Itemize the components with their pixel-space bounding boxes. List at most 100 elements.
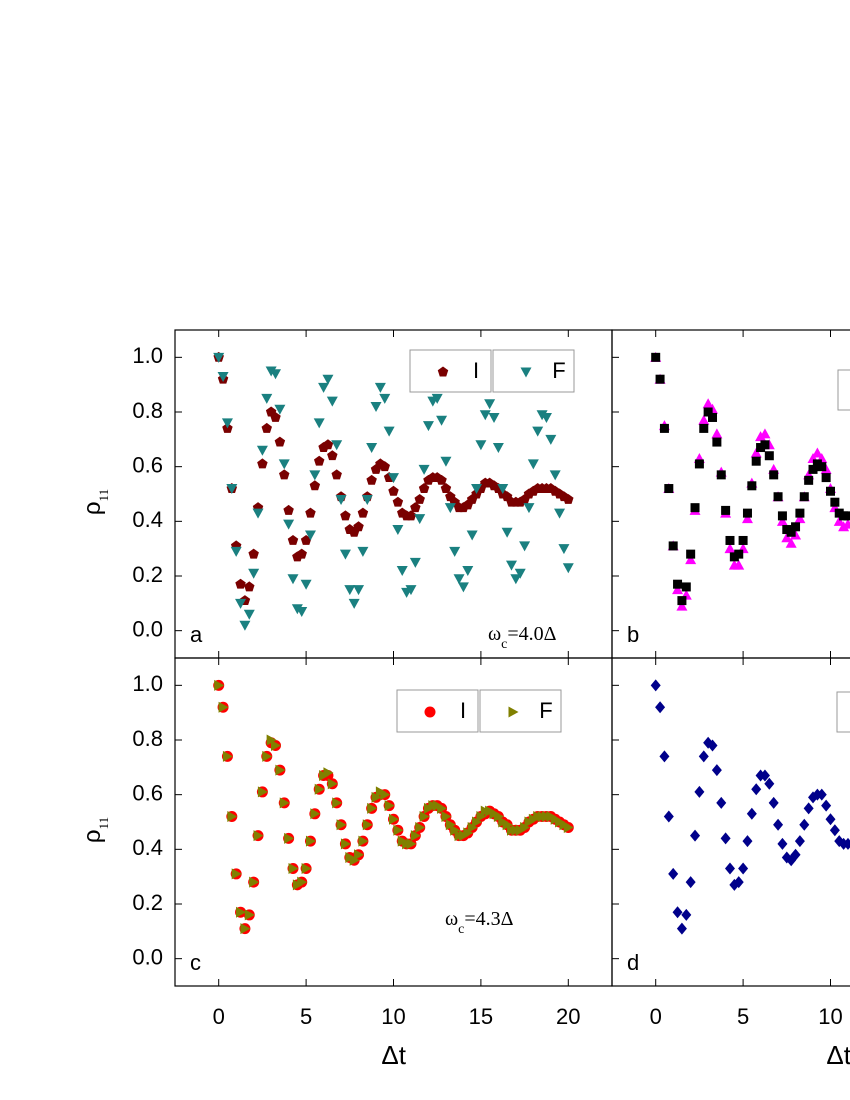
axes-frame — [611, 657, 850, 987]
annotation-subscript: c — [458, 922, 464, 937]
marker — [287, 534, 299, 545]
marker — [725, 535, 735, 545]
marker — [712, 437, 722, 447]
marker — [777, 837, 788, 850]
x-tick-label: 5 — [737, 1004, 749, 1029]
marker — [655, 701, 666, 714]
marker — [668, 541, 678, 551]
marker — [449, 546, 461, 557]
x-tick-label: 0 — [213, 1004, 225, 1029]
marker — [313, 455, 325, 466]
y-label-main: ρ — [79, 829, 106, 843]
plot-area — [650, 679, 850, 935]
marker — [694, 785, 705, 798]
marker — [532, 426, 544, 437]
marker — [362, 819, 373, 831]
marker — [249, 876, 260, 888]
marker — [283, 504, 294, 515]
marker — [563, 821, 574, 833]
panel-label: a — [190, 622, 203, 647]
marker — [659, 750, 670, 763]
marker — [466, 530, 478, 541]
marker — [367, 802, 378, 814]
legend-label: I — [460, 698, 466, 723]
marker — [527, 459, 539, 470]
annotation-text: =4.0Δ — [507, 623, 556, 645]
marker — [562, 563, 574, 574]
marker — [479, 410, 491, 421]
marker — [275, 764, 286, 776]
x-tick-label: 10 — [381, 1004, 405, 1029]
panel-label: d — [627, 950, 639, 975]
marker — [825, 813, 836, 826]
x-tick-label: 15 — [469, 1004, 493, 1029]
marker — [663, 810, 674, 823]
y-tick-label: 0.0 — [132, 616, 163, 641]
y-tick-label: 1.0 — [132, 343, 163, 368]
plot-area — [213, 679, 574, 935]
marker — [724, 543, 736, 554]
marker — [392, 525, 404, 536]
marker — [708, 412, 718, 422]
marker — [291, 604, 303, 615]
marker — [380, 789, 391, 801]
marker — [799, 818, 810, 831]
marker — [418, 483, 430, 493]
marker — [262, 750, 273, 762]
marker — [257, 458, 268, 469]
marker — [301, 862, 312, 874]
marker — [327, 450, 338, 461]
marker — [253, 830, 264, 842]
marker — [437, 802, 448, 814]
marker — [777, 511, 787, 521]
marker — [545, 434, 557, 445]
marker — [266, 734, 277, 746]
marker — [340, 510, 351, 521]
marker — [410, 830, 421, 842]
marker — [424, 706, 436, 718]
marker — [842, 518, 850, 529]
marker — [309, 470, 321, 481]
marker — [463, 827, 474, 839]
marker — [672, 906, 683, 919]
marker — [699, 423, 709, 433]
marker — [226, 484, 238, 495]
marker — [768, 796, 779, 809]
marker — [415, 821, 426, 833]
marker — [501, 527, 513, 538]
marker — [686, 549, 696, 559]
x-tick-label: 5 — [300, 1004, 312, 1029]
marker — [305, 835, 316, 847]
marker — [786, 527, 796, 537]
marker — [313, 418, 325, 429]
marker — [659, 423, 669, 433]
marker — [244, 909, 255, 921]
marker — [392, 496, 404, 507]
marker — [252, 508, 264, 519]
marker — [419, 811, 430, 823]
marker — [462, 566, 474, 577]
marker — [492, 443, 504, 454]
marker — [271, 739, 282, 751]
marker — [279, 469, 290, 480]
marker — [829, 824, 840, 837]
marker — [393, 824, 404, 836]
marker — [221, 418, 233, 429]
marker — [694, 459, 704, 469]
marker — [838, 521, 850, 532]
marker — [453, 574, 465, 585]
marker — [444, 503, 456, 514]
marker — [222, 750, 233, 762]
marker — [785, 537, 797, 548]
marker — [676, 922, 687, 935]
marker — [523, 503, 535, 514]
marker — [707, 739, 718, 752]
marker — [296, 548, 307, 559]
y-tick-label: 0.4 — [132, 507, 163, 532]
marker — [830, 497, 840, 507]
marker — [287, 574, 299, 585]
marker — [235, 578, 246, 589]
marker — [505, 560, 517, 571]
y-tick-label: 1.0 — [132, 671, 163, 696]
marker — [270, 411, 281, 422]
